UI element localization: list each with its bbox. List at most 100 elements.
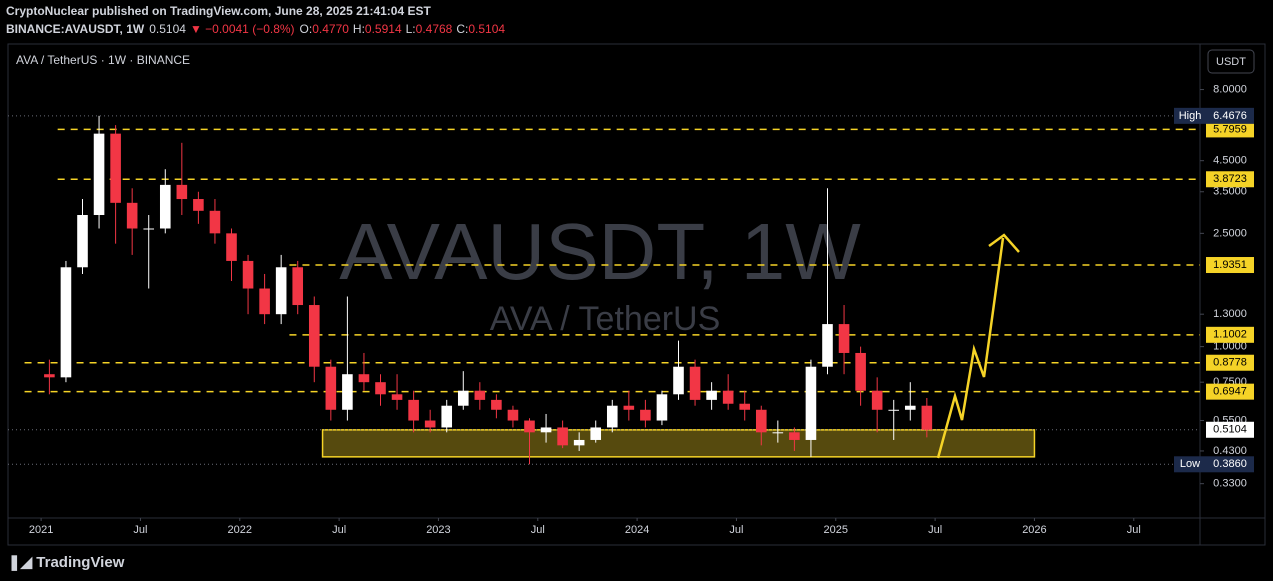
ohlc-value: 0.5914 — [365, 22, 402, 36]
footer-brand: ❚◢ TradingView — [8, 554, 125, 571]
candle-body — [557, 427, 568, 446]
x-tick-label: 2023 — [426, 524, 450, 536]
candle-body — [921, 405, 933, 430]
last-price-bg — [1206, 421, 1254, 438]
x-tick-label: Jul — [928, 524, 942, 536]
ohlc-label: O: — [300, 22, 313, 36]
candle-body — [524, 420, 535, 433]
change: ▼ −0.0041 (−0.8%) — [190, 22, 295, 36]
level-label: 1.1002 — [1213, 329, 1247, 341]
level-label-bg — [1206, 257, 1254, 274]
support-zone — [321, 429, 1036, 458]
candle-body — [507, 409, 519, 421]
watermark: AVAUSDT, 1W — [339, 207, 861, 296]
ohlc-label: L: — [406, 22, 416, 36]
plot — [8, 115, 1200, 465]
y-tick-label: 2.5000 — [1213, 227, 1247, 239]
ohlc-value: 0.5104 — [468, 22, 505, 36]
x-tick-label: 2024 — [625, 524, 649, 536]
candle-body — [275, 267, 287, 315]
x-tick-label: Jul — [531, 524, 545, 536]
y-tick-label: 1.0000 — [1213, 341, 1247, 353]
candle-body — [308, 305, 320, 367]
low-tag: Low — [1180, 458, 1200, 470]
candle-body — [292, 267, 304, 306]
candle-body — [656, 394, 668, 421]
x-tick-label: 2025 — [824, 524, 848, 536]
publisher-line: CryptoNuclear published on TradingView.c… — [6, 4, 431, 18]
high-marker-value: 6.4676 — [1213, 110, 1247, 122]
candle-body — [424, 420, 436, 428]
candle-body — [358, 374, 370, 383]
projection-arrow — [936, 237, 1005, 459]
candle-body — [391, 394, 403, 400]
level-label-bg — [1206, 383, 1254, 400]
candle-body — [474, 390, 486, 400]
x-tick-label: Jul — [133, 524, 147, 536]
candle-body — [226, 233, 237, 261]
level-label-bg — [1206, 171, 1254, 188]
candle-body — [888, 409, 900, 411]
candle-body — [805, 366, 817, 440]
candle-body — [209, 210, 221, 234]
candle-body — [60, 267, 72, 378]
candle-body — [722, 390, 734, 404]
candle-body — [822, 324, 833, 367]
y-tick-label: 3.5000 — [1213, 186, 1247, 198]
candle-body — [739, 403, 751, 410]
y-tick-label: 0.3300 — [1213, 478, 1247, 490]
candle-body — [110, 133, 121, 203]
candle-body — [375, 382, 386, 395]
candle-body — [408, 399, 419, 421]
ohlc-label: C: — [456, 22, 468, 36]
candle-body — [342, 374, 353, 410]
x-tick-label: Jul — [1127, 524, 1141, 536]
y-tick-label: 8.0000 — [1213, 83, 1247, 95]
candle-body — [77, 215, 88, 268]
level-label: 1.9351 — [1213, 259, 1247, 271]
symbol-line: BINANCE:AVAUSDT, 1W 0.5104 ▼ −0.0041 (−0.8… — [6, 22, 505, 36]
candle-body — [689, 366, 701, 400]
candle-body — [242, 260, 254, 289]
high-tag: High — [1179, 110, 1202, 122]
level-label-bg — [1206, 326, 1254, 343]
candle-body — [540, 427, 552, 433]
currency-button[interactable] — [1207, 49, 1255, 74]
candle-body — [871, 390, 883, 410]
candle-body — [640, 409, 651, 421]
watermark-sub: AVA / TetherUS — [490, 300, 721, 338]
candle-body — [772, 432, 784, 434]
candle-body — [789, 432, 800, 440]
currency[interactable]: USDT — [1216, 56, 1246, 68]
candle-body — [441, 405, 453, 428]
level-label-bg — [1206, 354, 1254, 371]
y-tick-label: 0.4300 — [1213, 445, 1247, 457]
last-price-value: 0.5104 — [1213, 424, 1247, 436]
publisher: CryptoNuclear published on TradingView.c… — [6, 4, 431, 18]
candle-body — [159, 184, 171, 229]
candle-body — [93, 133, 105, 216]
y-tick-label: 4.5000 — [1213, 155, 1247, 167]
x-tick-label: Jul — [729, 524, 743, 536]
candle-body — [606, 405, 618, 428]
candle-body — [590, 427, 602, 440]
candle-body — [838, 324, 850, 353]
symbol: BINANCE:AVAUSDT, 1W — [6, 22, 145, 36]
candle-body — [755, 409, 767, 433]
candle-body — [573, 439, 585, 446]
candle-body — [325, 366, 337, 410]
candle-body — [193, 199, 204, 211]
high-tag-bg — [1174, 107, 1206, 124]
ohlc-label: H: — [353, 22, 365, 36]
candle-body — [44, 374, 55, 378]
y-tick-label: 1.3000 — [1213, 308, 1247, 320]
ohlc-value: 0.4770 — [312, 22, 349, 36]
candle-body — [491, 399, 502, 410]
level-label: 0.6947 — [1213, 386, 1247, 398]
candle-body — [706, 390, 717, 400]
candle-body — [457, 390, 469, 406]
x-tick-label: 2026 — [1022, 524, 1046, 536]
low-tag-bg — [1174, 456, 1206, 473]
